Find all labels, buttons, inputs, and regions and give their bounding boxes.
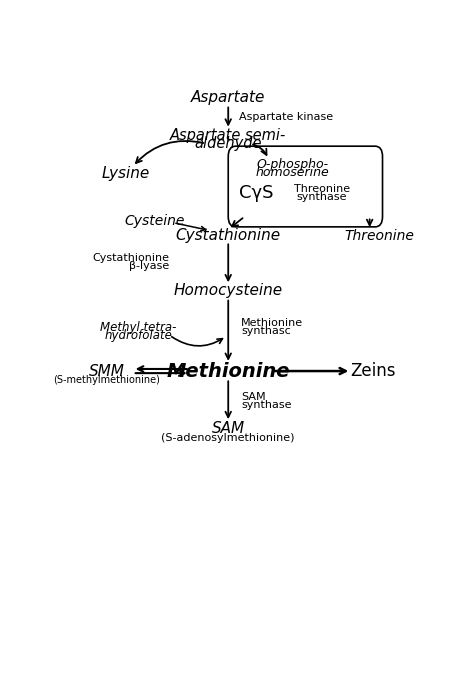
Text: CγS: CγS (238, 184, 273, 202)
Text: β-lyase: β-lyase (129, 261, 169, 271)
Text: hydrofolate: hydrofolate (104, 329, 172, 341)
Text: Aspartate kinase: Aspartate kinase (239, 112, 333, 122)
Text: Cystathionine: Cystathionine (92, 253, 169, 263)
Text: SMM: SMM (89, 364, 125, 379)
Text: Homocysteine: Homocysteine (173, 283, 283, 298)
Text: Threonine: Threonine (344, 228, 414, 243)
Text: (S-adenosylmethionine): (S-adenosylmethionine) (162, 433, 295, 443)
Text: (S-methylmethionine): (S-methylmethionine) (54, 375, 160, 385)
Text: Methionine: Methionine (166, 362, 290, 381)
Text: synthase: synthase (241, 400, 292, 410)
Text: Threonine: Threonine (294, 184, 350, 194)
Text: synthasc: synthasc (241, 326, 291, 336)
Text: synthase: synthase (297, 192, 347, 201)
Text: SAM: SAM (212, 420, 245, 436)
Text: Cystathionine: Cystathionine (176, 228, 281, 243)
Text: Methionine: Methionine (241, 318, 303, 328)
Text: aldehyde: aldehyde (194, 136, 262, 151)
Text: SAM: SAM (241, 392, 266, 402)
Text: Aspartate semi-: Aspartate semi- (170, 128, 286, 143)
Text: O-phospho-: O-phospho- (256, 158, 328, 171)
Text: Cysteine: Cysteine (125, 214, 185, 228)
Text: Zeins: Zeins (351, 362, 396, 380)
Text: Methyl tetra-: Methyl tetra- (100, 321, 176, 334)
Text: Lysine: Lysine (101, 166, 149, 181)
Text: Aspartate: Aspartate (191, 91, 265, 105)
Text: homoserine: homoserine (255, 166, 329, 178)
